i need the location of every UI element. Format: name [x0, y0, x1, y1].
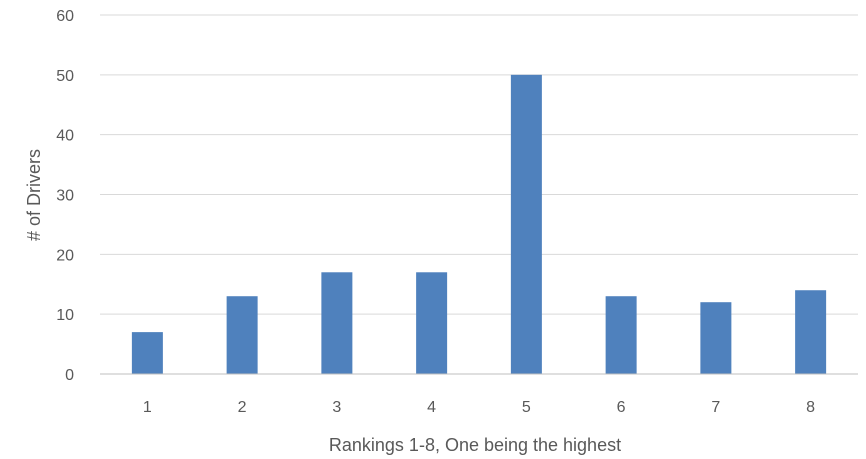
y-tick-label: 50 [56, 68, 74, 85]
x-tick-label: 6 [617, 399, 626, 416]
y-tick-label: 20 [56, 247, 74, 264]
y-tick-label: 40 [56, 128, 74, 145]
y-tick-label: 0 [65, 367, 74, 384]
x-tick-label: 3 [332, 399, 341, 416]
x-axis-ticks: 1 2 3 4 5 6 7 8 [143, 399, 815, 416]
bar-4 [416, 272, 448, 374]
bars [131, 74, 827, 374]
bar-1 [131, 332, 163, 374]
bar-2 [226, 296, 258, 374]
y-tick-label: 30 [56, 188, 74, 205]
x-tick-label: 2 [238, 399, 247, 416]
x-tick-label: 1 [143, 399, 152, 416]
bar-6 [605, 296, 637, 374]
x-tick-label: 4 [427, 399, 436, 416]
y-tick-label: 60 [56, 8, 74, 25]
y-axis-title: # of Drivers [24, 149, 44, 241]
bar-8 [795, 290, 827, 374]
x-tick-label: 8 [806, 399, 815, 416]
bar-5 [510, 74, 542, 374]
y-axis-ticks: 0 10 20 30 40 50 60 [56, 8, 74, 384]
x-tick-label: 5 [522, 399, 531, 416]
y-tick-label: 10 [56, 307, 74, 324]
bar-3 [321, 272, 353, 374]
x-axis-title: Rankings 1-8, One being the highest [329, 435, 621, 455]
x-tick-label: 7 [711, 399, 720, 416]
bar-7 [700, 302, 732, 374]
gridlines [100, 14, 858, 315]
